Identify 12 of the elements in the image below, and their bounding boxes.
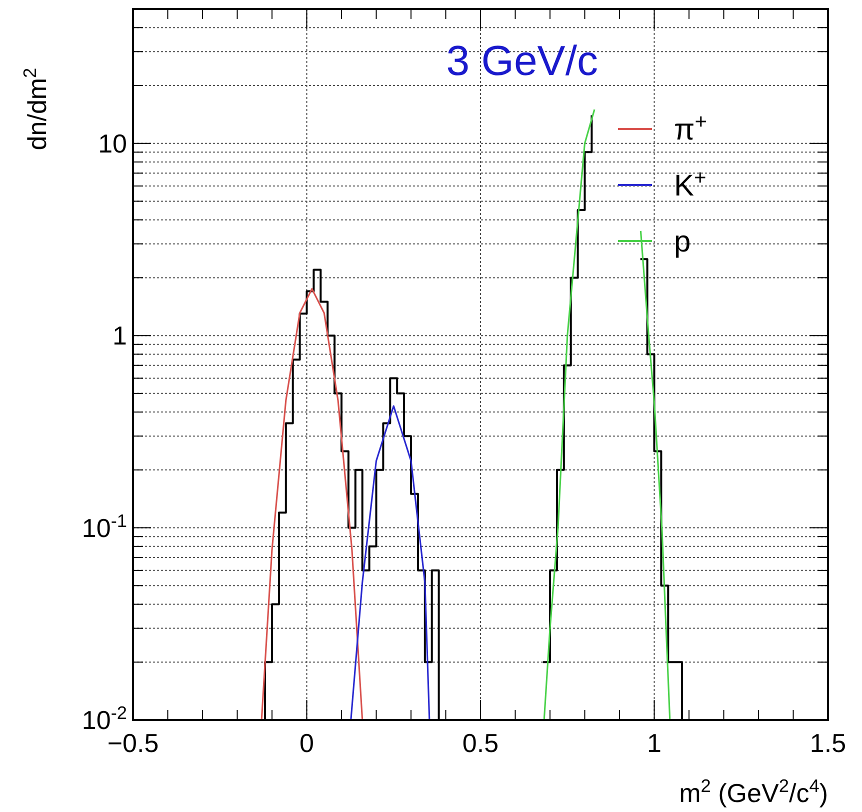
x-axis-title: m$^{2}$ (GeV$^{2}$/c$^{4}$) (679, 776, 828, 808)
y-tick-label: 10 (98, 128, 127, 158)
y-tick-label: 10$^{-1}$ (82, 510, 127, 543)
x-tick-label: 0 (300, 728, 314, 758)
legend-label: π$^{+}$ (674, 110, 707, 146)
y-tick-label: 1 (112, 320, 127, 351)
legend-label: K$^{+}$ (674, 166, 706, 202)
x-tick-label: 1 (647, 728, 662, 758)
legend-label: p (674, 226, 691, 258)
x-tick-label: 0.5 (462, 728, 499, 758)
x-tick-label: 1.5 (810, 728, 846, 758)
annotation: 3 GeV/c (446, 37, 598, 84)
